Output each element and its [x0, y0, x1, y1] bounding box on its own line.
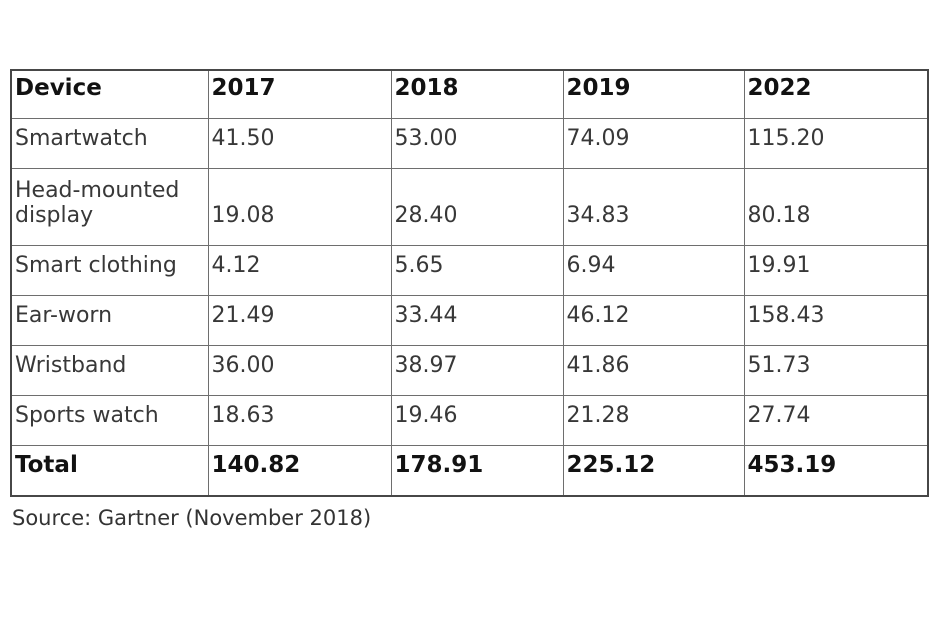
value-cell: 158.43 — [743, 295, 929, 347]
column-header-2022: 2022 — [743, 69, 929, 120]
column-header-2017: 2017 — [207, 69, 392, 120]
table-header-row: Device 2017 2018 2019 2022 — [10, 69, 929, 120]
value-cell: 18.63 — [207, 395, 392, 447]
table-row-ear-worn: Ear-worn 21.49 33.44 46.12 158.43 — [10, 295, 929, 347]
device-label: Sports watch — [10, 395, 209, 447]
value-cell: 51.73 — [743, 345, 929, 397]
value-cell: 41.86 — [562, 345, 745, 397]
value-cell: 4.12 — [207, 245, 392, 297]
value-cell: 19.91 — [743, 245, 929, 297]
device-label: Smartwatch — [10, 118, 209, 170]
device-label: Wristband — [10, 345, 209, 397]
column-header-device: Device — [10, 69, 209, 120]
value-cell: 46.12 — [562, 295, 745, 347]
value-cell: 53.00 — [390, 118, 564, 170]
column-header-2018: 2018 — [390, 69, 564, 120]
table-total-row: Total 140.82 178.91 225.12 453.19 — [10, 445, 929, 497]
source-note: Source: Gartner (November 2018) — [12, 505, 372, 530]
value-cell: 34.83 — [562, 168, 745, 247]
table-row-smart-clothing: Smart clothing 4.12 5.65 6.94 19.91 — [10, 245, 929, 297]
table-row-smartwatch: Smartwatch 41.50 53.00 74.09 115.20 — [10, 118, 929, 170]
table-row-head-mounted-display: Head-mounted display 19.08 28.40 34.83 8… — [10, 168, 929, 247]
value-cell: 74.09 — [562, 118, 745, 170]
value-cell: 6.94 — [562, 245, 745, 297]
value-cell: 36.00 — [207, 345, 392, 397]
device-label: Head-mounted display — [10, 168, 209, 247]
value-cell: 41.50 — [207, 118, 392, 170]
value-cell: 19.08 — [207, 168, 392, 247]
wearables-forecast-table: Device 2017 2018 2019 2022 Smartwatch 41… — [10, 69, 929, 497]
value-cell: 27.74 — [743, 395, 929, 447]
device-label: Ear-worn — [10, 295, 209, 347]
total-label: Total — [10, 445, 209, 497]
value-cell: 38.97 — [390, 345, 564, 397]
value-cell: 21.49 — [207, 295, 392, 347]
value-cell: 19.46 — [390, 395, 564, 447]
total-value-cell: 178.91 — [390, 445, 564, 497]
page-content: Device 2017 2018 2019 2022 Smartwatch 41… — [10, 69, 929, 530]
value-cell: 21.28 — [562, 395, 745, 447]
value-cell: 80.18 — [743, 168, 929, 247]
value-cell: 33.44 — [390, 295, 564, 347]
value-cell: 115.20 — [743, 118, 929, 170]
column-header-2019: 2019 — [562, 69, 745, 120]
total-value-cell: 140.82 — [207, 445, 392, 497]
value-cell: 5.65 — [390, 245, 564, 297]
table-row-wristband: Wristband 36.00 38.97 41.86 51.73 — [10, 345, 929, 397]
device-label: Smart clothing — [10, 245, 209, 297]
total-value-cell: 453.19 — [743, 445, 929, 497]
table-row-sports-watch: Sports watch 18.63 19.46 21.28 27.74 — [10, 395, 929, 447]
total-value-cell: 225.12 — [562, 445, 745, 497]
value-cell: 28.40 — [390, 168, 564, 247]
